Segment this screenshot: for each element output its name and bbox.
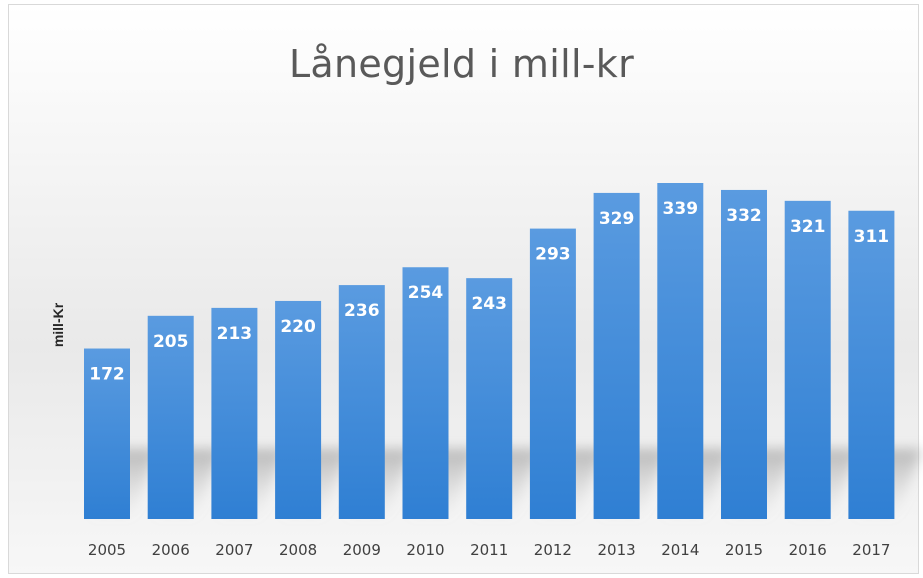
x-tick-2009: 2009 <box>343 541 381 559</box>
bar-2007 <box>211 307 258 519</box>
data-label-2013: 329 <box>599 209 635 229</box>
x-tick-2010: 2010 <box>406 541 444 559</box>
bar-2014 <box>657 183 704 519</box>
x-tick-2006: 2006 <box>152 541 190 559</box>
x-tick-labels: 2005 2006 2007 2008 2009 2010 2011 2012 2013 2014… <box>88 541 891 559</box>
data-label-2011: 243 <box>471 294 507 314</box>
x-tick-2012: 2012 <box>534 541 572 559</box>
data-label-2006: 205 <box>153 332 189 352</box>
data-label-2007: 213 <box>217 324 253 344</box>
x-tick-2013: 2013 <box>598 541 636 559</box>
data-label-2017: 311 <box>854 227 890 247</box>
data-label-2014: 339 <box>663 199 699 219</box>
x-tick-2017: 2017 <box>852 541 890 559</box>
bars: 172 205 213 220 236 254 243 293 329 339 332 321 311 <box>84 183 895 520</box>
bar-2017 <box>848 210 895 520</box>
x-tick-2007: 2007 <box>215 541 253 559</box>
bar-2008 <box>275 300 322 519</box>
bar-2015 <box>721 189 767 519</box>
bar-2009 <box>338 285 385 519</box>
data-label-2015: 332 <box>726 206 762 226</box>
x-tick-2014: 2014 <box>661 541 699 559</box>
chart-title: Lånegjeld i mill-kr <box>288 42 635 86</box>
bar-2011 <box>466 278 513 519</box>
bar-2013 <box>593 192 640 519</box>
x-tick-2008: 2008 <box>279 541 317 559</box>
data-label-2016: 321 <box>790 217 826 237</box>
bar-2012 <box>529 228 576 519</box>
data-label-2008: 220 <box>280 317 316 337</box>
data-label-2012: 293 <box>535 245 571 265</box>
bar-2010 <box>402 267 449 519</box>
x-tick-2015: 2015 <box>725 541 763 559</box>
bar-2006 <box>147 315 194 519</box>
bar-2016 <box>784 200 831 520</box>
data-label-2009: 236 <box>344 301 380 321</box>
x-tick-2016: 2016 <box>789 541 827 559</box>
bar-2005 <box>84 348 130 519</box>
data-label-2010: 254 <box>408 283 444 303</box>
x-tick-2005: 2005 <box>88 541 126 559</box>
data-label-2005: 172 <box>89 365 125 385</box>
x-tick-2011: 2011 <box>470 541 508 559</box>
